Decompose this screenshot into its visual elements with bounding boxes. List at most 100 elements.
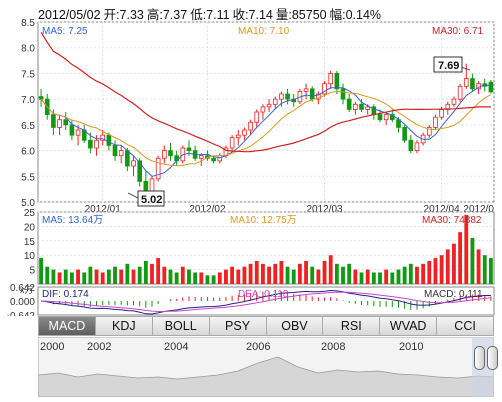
- candle: [168, 142, 173, 161]
- candle: [322, 81, 327, 97]
- tab-kdj[interactable]: KDJ: [95, 316, 153, 336]
- candle-body: [328, 73, 334, 85]
- volume-bar: [150, 263, 154, 284]
- volume-bar: [316, 269, 321, 284]
- candle: [248, 119, 253, 136]
- candle-body: [303, 88, 309, 92]
- price-x-tick: 2012/03: [306, 204, 343, 215]
- candle-body: [260, 106, 266, 113]
- volume-y-tick: 10: [24, 251, 36, 262]
- candle-body: [186, 147, 192, 151]
- candle-body: [470, 78, 475, 90]
- volume-bar: [384, 269, 389, 284]
- ma10-line: [40, 90, 492, 167]
- volume-bar: [310, 266, 315, 284]
- volume-bar: [125, 263, 130, 284]
- volume-bar: [359, 272, 364, 284]
- tab-boll[interactable]: BOLL: [152, 316, 210, 336]
- candle-body: [279, 93, 284, 100]
- candle-body: [51, 114, 56, 128]
- tab-cci[interactable]: CCI: [437, 316, 494, 336]
- tab-psy[interactable]: PSY: [209, 316, 267, 336]
- volume-bar: [470, 237, 475, 284]
- candle-body: [334, 73, 340, 90]
- candle: [334, 70, 340, 94]
- indicator-tabs: MACD KDJ BOLL PSY OBV RSI WVAD CCI: [38, 316, 494, 336]
- volume-bar: [230, 266, 235, 284]
- quote-high: 高:7.37: [146, 8, 188, 22]
- timeline-minimap[interactable]: [38, 337, 494, 397]
- volume-bar: [421, 263, 426, 284]
- dea-line: [41, 291, 491, 312]
- timeline-right-handle[interactable]: [487, 346, 498, 370]
- high-callout: 7.69: [433, 56, 471, 73]
- candle-body: [439, 109, 444, 118]
- volume-bar: [242, 266, 247, 284]
- candle: [229, 135, 235, 151]
- candle: [235, 130, 241, 146]
- volume-bar: [334, 263, 339, 284]
- candle: [414, 140, 420, 154]
- candle: [346, 94, 352, 112]
- candle-body: [94, 139, 99, 149]
- volume-bar: [69, 272, 74, 284]
- volume-bar: [341, 266, 345, 284]
- candle-body: [272, 98, 278, 105]
- volume-bar: [162, 266, 167, 284]
- price-y-tick: 6.5: [21, 121, 35, 132]
- candle: [383, 112, 389, 125]
- volume-bar: [396, 269, 401, 284]
- candle: [100, 130, 106, 146]
- volume-bar: [304, 260, 308, 284]
- candle-body: [57, 119, 62, 128]
- tab-obv[interactable]: OBV: [266, 316, 324, 336]
- macd-y-tick: -0.642: [7, 311, 36, 316]
- volume-bar: [100, 272, 105, 284]
- price-y-tick: 8.5: [21, 18, 35, 29]
- volume-bar: [433, 258, 438, 284]
- candle: [359, 99, 364, 112]
- candle-body: [488, 81, 494, 93]
- candle-body: [229, 137, 235, 149]
- quote-header: 2012/05/02 开:7.33 高:7.37 低:7.11 收:7.14 量:8575…: [38, 4, 384, 23]
- volume-bar: [39, 258, 43, 284]
- candle-body: [63, 119, 69, 126]
- ma30-line: [40, 31, 491, 153]
- volume-bar: [273, 263, 278, 284]
- volume-bar: [365, 269, 370, 284]
- candle: [390, 109, 395, 123]
- macd-y-tick: 0.000: [10, 297, 35, 308]
- candle-body: [322, 83, 327, 95]
- candle-body: [285, 93, 290, 100]
- timeline-left-handle[interactable]: [474, 346, 485, 370]
- macd-dea-label: DEA: 0.118: [238, 289, 289, 300]
- stock-chart[interactable]: 8.5 8.0 7.5 7.0 6.5 6.0 5.5 5.0 2012/01 2012/02 2…: [0, 0, 502, 316]
- macd-value-label: MACD: 0.111: [424, 289, 483, 300]
- tab-macd[interactable]: MACD: [38, 316, 96, 336]
- candle-body: [168, 150, 173, 157]
- volume-bar: [452, 243, 456, 284]
- candle-body: [75, 129, 81, 136]
- candle-body: [402, 127, 407, 141]
- price-y-tick: 7.0: [21, 95, 35, 106]
- candle-body: [242, 129, 247, 136]
- tab-rsi[interactable]: RSI: [323, 316, 381, 336]
- candle-body: [365, 106, 370, 110]
- volume-bar: [113, 266, 117, 284]
- volume-bar: [390, 272, 395, 284]
- candle-body: [125, 150, 130, 167]
- volume-bar: [458, 232, 463, 284]
- volume-bar: [476, 249, 481, 284]
- volume-bar: [106, 269, 111, 284]
- candle-body: [118, 150, 124, 157]
- candle-body: [131, 160, 136, 167]
- high-callout-text: 7.69: [438, 60, 459, 72]
- volume-bar: [76, 269, 80, 284]
- candle: [131, 155, 136, 177]
- tab-wvad[interactable]: WVAD: [380, 316, 438, 336]
- low-callout: 5.02: [127, 190, 165, 207]
- volume-ma10-label: MA10: 12.75万: [230, 215, 297, 226]
- candle: [426, 124, 432, 138]
- volume-ma30-label: MA30: 74882: [422, 215, 482, 226]
- price-ma10-label: MA10: 7.10: [238, 26, 290, 37]
